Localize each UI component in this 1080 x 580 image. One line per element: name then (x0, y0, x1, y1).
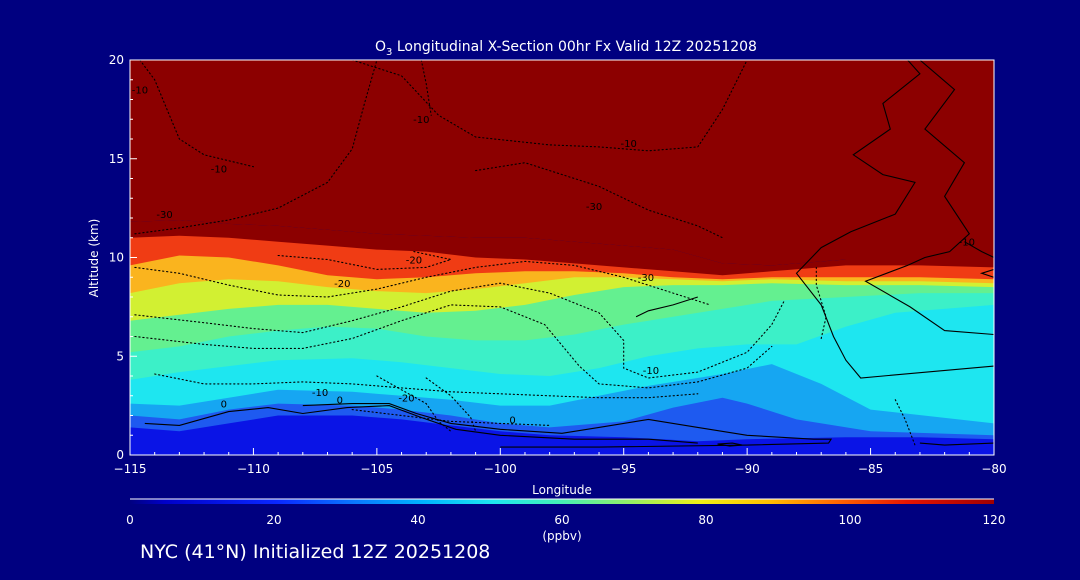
contour-label: -10 (211, 165, 227, 176)
initialization-caption: NYC (41°N) Initialized 12Z 20251208 (140, 541, 491, 563)
contour-label: -30 (586, 202, 602, 213)
x-tick-label: −115 (114, 462, 147, 476)
contour-line-solid (979, 268, 994, 278)
contour-label: 0 (221, 400, 227, 411)
contour-label: -10 (643, 366, 659, 377)
field-layer-0-20 (130, 415, 994, 455)
contour-line-dotted (277, 251, 454, 270)
contour-line-solid (144, 405, 698, 444)
x-tick-label: −90 (734, 462, 759, 476)
field-upper-region (130, 60, 994, 266)
colorbar-tick-label: 0 (126, 513, 134, 527)
contour-line-solid (864, 60, 994, 336)
contour-label: -10 (413, 115, 429, 126)
contour-labels: -10-10-10-10-30-30-20-20-30-10-10-20000-… (132, 86, 975, 427)
colorbar: 0 20 40 60 80 100 120 (ppbv) (126, 498, 1005, 543)
colorbar-tick-label: 120 (983, 513, 1006, 527)
contour-line-solid (635, 296, 698, 318)
contour-line-solid (795, 60, 994, 379)
title-rest: Longitudinal X-Section 00hr Fx Valid 12Z… (392, 39, 757, 55)
x-tick-label: −80 (981, 462, 1006, 476)
colorbar-tick-label: 20 (266, 513, 281, 527)
contour-line-dotted (134, 260, 711, 306)
colorbar-ticks: 0 20 40 60 80 100 120 (126, 513, 1005, 527)
x-axis-label: Longitude (532, 483, 592, 497)
contour-line-dotted (134, 304, 773, 389)
contour-line-solid (302, 403, 833, 448)
x-tick-label: −100 (484, 462, 517, 476)
contour-label: -10 (621, 139, 637, 150)
x-tick-label: −105 (360, 462, 393, 476)
colorbar-tick-label: 40 (410, 513, 425, 527)
y-tick-label: 0 (116, 448, 124, 462)
x-tick-label: −110 (237, 462, 270, 476)
contour-label: 0 (337, 396, 343, 407)
contour-label: -10 (959, 238, 975, 249)
contour-line-solid (964, 241, 994, 258)
x-tick-label: −85 (858, 462, 883, 476)
title-subscript: 3 (386, 47, 392, 58)
contour-line-dotted (139, 60, 254, 168)
y-tick-label: 5 (116, 349, 124, 363)
contour-line-dotted (134, 60, 378, 235)
contour-label: -20 (398, 394, 414, 405)
contour-label: -30 (638, 273, 654, 284)
y-tick-label: 15 (109, 152, 124, 166)
contour-label: -30 (156, 210, 172, 221)
contour-line-solid (717, 442, 743, 447)
colorbar-tick-label: 80 (698, 513, 713, 527)
colorbar-gradient (130, 499, 994, 504)
contour-line-dotted (815, 266, 827, 340)
contour-label: -10 (132, 86, 148, 97)
plot-area: -10-10-10-10-30-30-20-20-30-10-10-20000-… (130, 60, 994, 455)
x-tick-label: −95 (611, 462, 636, 476)
contour-label: -10 (312, 388, 328, 399)
contour-lines (134, 60, 994, 448)
contour-label: -20 (406, 255, 422, 266)
contour-line-dotted (351, 409, 551, 426)
contour-line-dotted (894, 399, 916, 446)
colorbar-units: (ppbv) (542, 529, 581, 543)
contour-label: -20 (334, 279, 350, 290)
contour-line-dotted (420, 60, 432, 116)
contour-label: 0 (509, 415, 515, 426)
contour-line-dotted (351, 60, 748, 152)
y-axis: 0 5 10 15 20 (109, 53, 137, 462)
contour-line-dotted (134, 282, 785, 379)
colorbar-tick-label: 60 (554, 513, 569, 527)
x-axis: −115 −110 −105 −100 −95 −90 −85 −80 (114, 448, 1007, 476)
y-tick-label: 10 (109, 251, 124, 265)
contour-line-solid (919, 442, 994, 446)
contour-line-dotted (475, 162, 724, 239)
title-prefix: O (375, 39, 386, 55)
colorbar-tick-label: 100 (839, 513, 862, 527)
contour-line-dotted (154, 373, 699, 399)
contour-line-dotted (425, 377, 477, 432)
chart-title: O3 Longitudinal X-Section 00hr Fx Valid … (375, 39, 757, 58)
y-tick-label: 20 (109, 53, 124, 67)
y-axis-label: Altitude (km) (87, 219, 101, 298)
